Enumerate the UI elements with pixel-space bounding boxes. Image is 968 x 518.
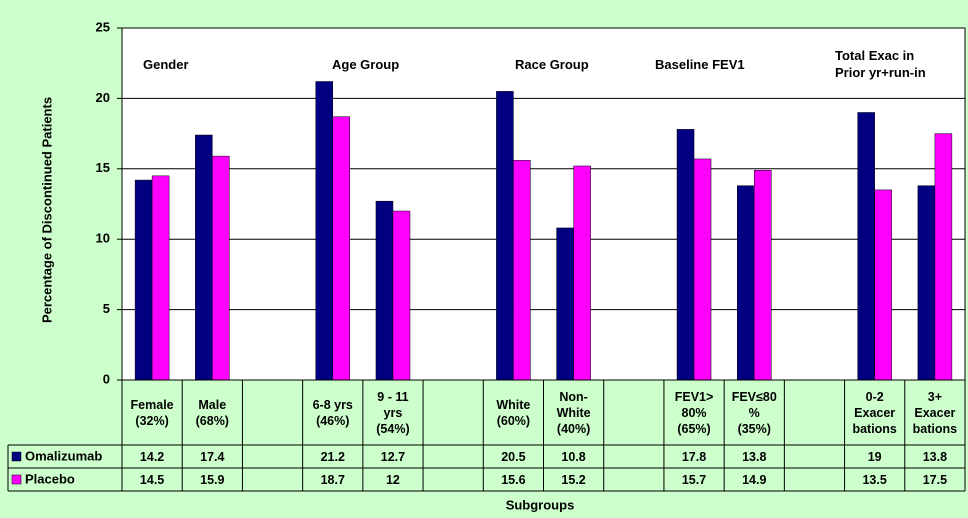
y-tick-label: 5: [103, 301, 110, 316]
bar: [676, 129, 695, 381]
bar: [375, 200, 394, 381]
bar: [212, 155, 230, 381]
bar: [917, 185, 936, 381]
bar: [573, 165, 591, 381]
table-value: 14.9: [742, 472, 767, 487]
table-value: 18.7: [320, 472, 345, 487]
table-value: 12: [385, 472, 400, 487]
bar: [874, 189, 892, 381]
bar: [332, 116, 350, 381]
group-label: Total Exac in Prior yr+run-in: [835, 48, 926, 80]
bar: [151, 175, 170, 381]
x-tick-label: 9 - 11 yrs (54%): [376, 389, 410, 436]
legend-swatch: [11, 474, 22, 485]
bar: [556, 227, 574, 381]
table-value: 13.8: [742, 449, 767, 464]
group-label: Gender: [143, 57, 189, 72]
x-tick-label: 6-8 yrs (46%): [312, 397, 353, 428]
table-value: 12.7: [380, 449, 406, 464]
table-value: 14.2: [139, 449, 165, 464]
legend-label: Omalizumab: [25, 448, 102, 463]
table-value: 13.8: [922, 449, 948, 464]
x-tick-label: Non- White (40%): [556, 389, 591, 436]
x-tick-label: 0-2 Exacer bations: [852, 389, 897, 436]
bar: [934, 133, 953, 381]
table-value: 20.5: [501, 449, 526, 464]
legend-label: Placebo: [25, 471, 75, 486]
bar: [496, 91, 514, 381]
bar: [195, 134, 213, 381]
table-value: 17.8: [681, 449, 707, 464]
x-tick-label: FEV1> 80% (65%): [674, 389, 714, 436]
table-value: 15.2: [561, 472, 586, 487]
x-tick-label: Female (32%): [130, 397, 174, 428]
y-tick-label: 10: [96, 231, 110, 246]
table-value: 15.7: [681, 472, 707, 487]
bar: [134, 179, 153, 381]
table-value: 17.4: [200, 449, 225, 464]
table-value: 15.9: [200, 472, 225, 487]
x-tick-label: Male (68%): [195, 397, 229, 428]
x-tick-label: 3+ Exacer bations: [912, 389, 958, 436]
x-axis-label: Subgroups: [506, 497, 575, 512]
x-tick-label: FEV≤80 % (35%): [731, 389, 777, 436]
table-value: 10.8: [561, 449, 586, 464]
x-tick-label: White (60%): [496, 397, 531, 428]
group-label: Baseline FEV1: [655, 57, 745, 72]
bar: [737, 185, 755, 381]
table-value: 17.5: [922, 472, 948, 487]
table-value: 15.6: [501, 472, 526, 487]
bar: [857, 112, 875, 381]
bar: [392, 210, 411, 381]
y-tick-label: 20: [96, 90, 110, 105]
bar: [693, 158, 712, 381]
y-tick-label: 25: [96, 19, 110, 34]
group-label: Age Group: [332, 57, 400, 72]
plot-area: [121, 27, 966, 381]
y-tick-label: 0: [103, 371, 110, 386]
table-value: 21.2: [320, 449, 345, 464]
bar: [754, 169, 772, 381]
bar: [315, 81, 333, 381]
table-value: 13.5: [862, 472, 887, 487]
y-tick-label: 15: [96, 160, 110, 175]
table-value: 14.5: [139, 472, 165, 487]
table-value: 19: [867, 449, 882, 464]
group-label: Race Group: [515, 57, 589, 72]
bar: [513, 160, 531, 381]
y-axis-label: Percentage of Discontinued Patients: [39, 97, 54, 323]
legend-swatch: [11, 451, 22, 462]
